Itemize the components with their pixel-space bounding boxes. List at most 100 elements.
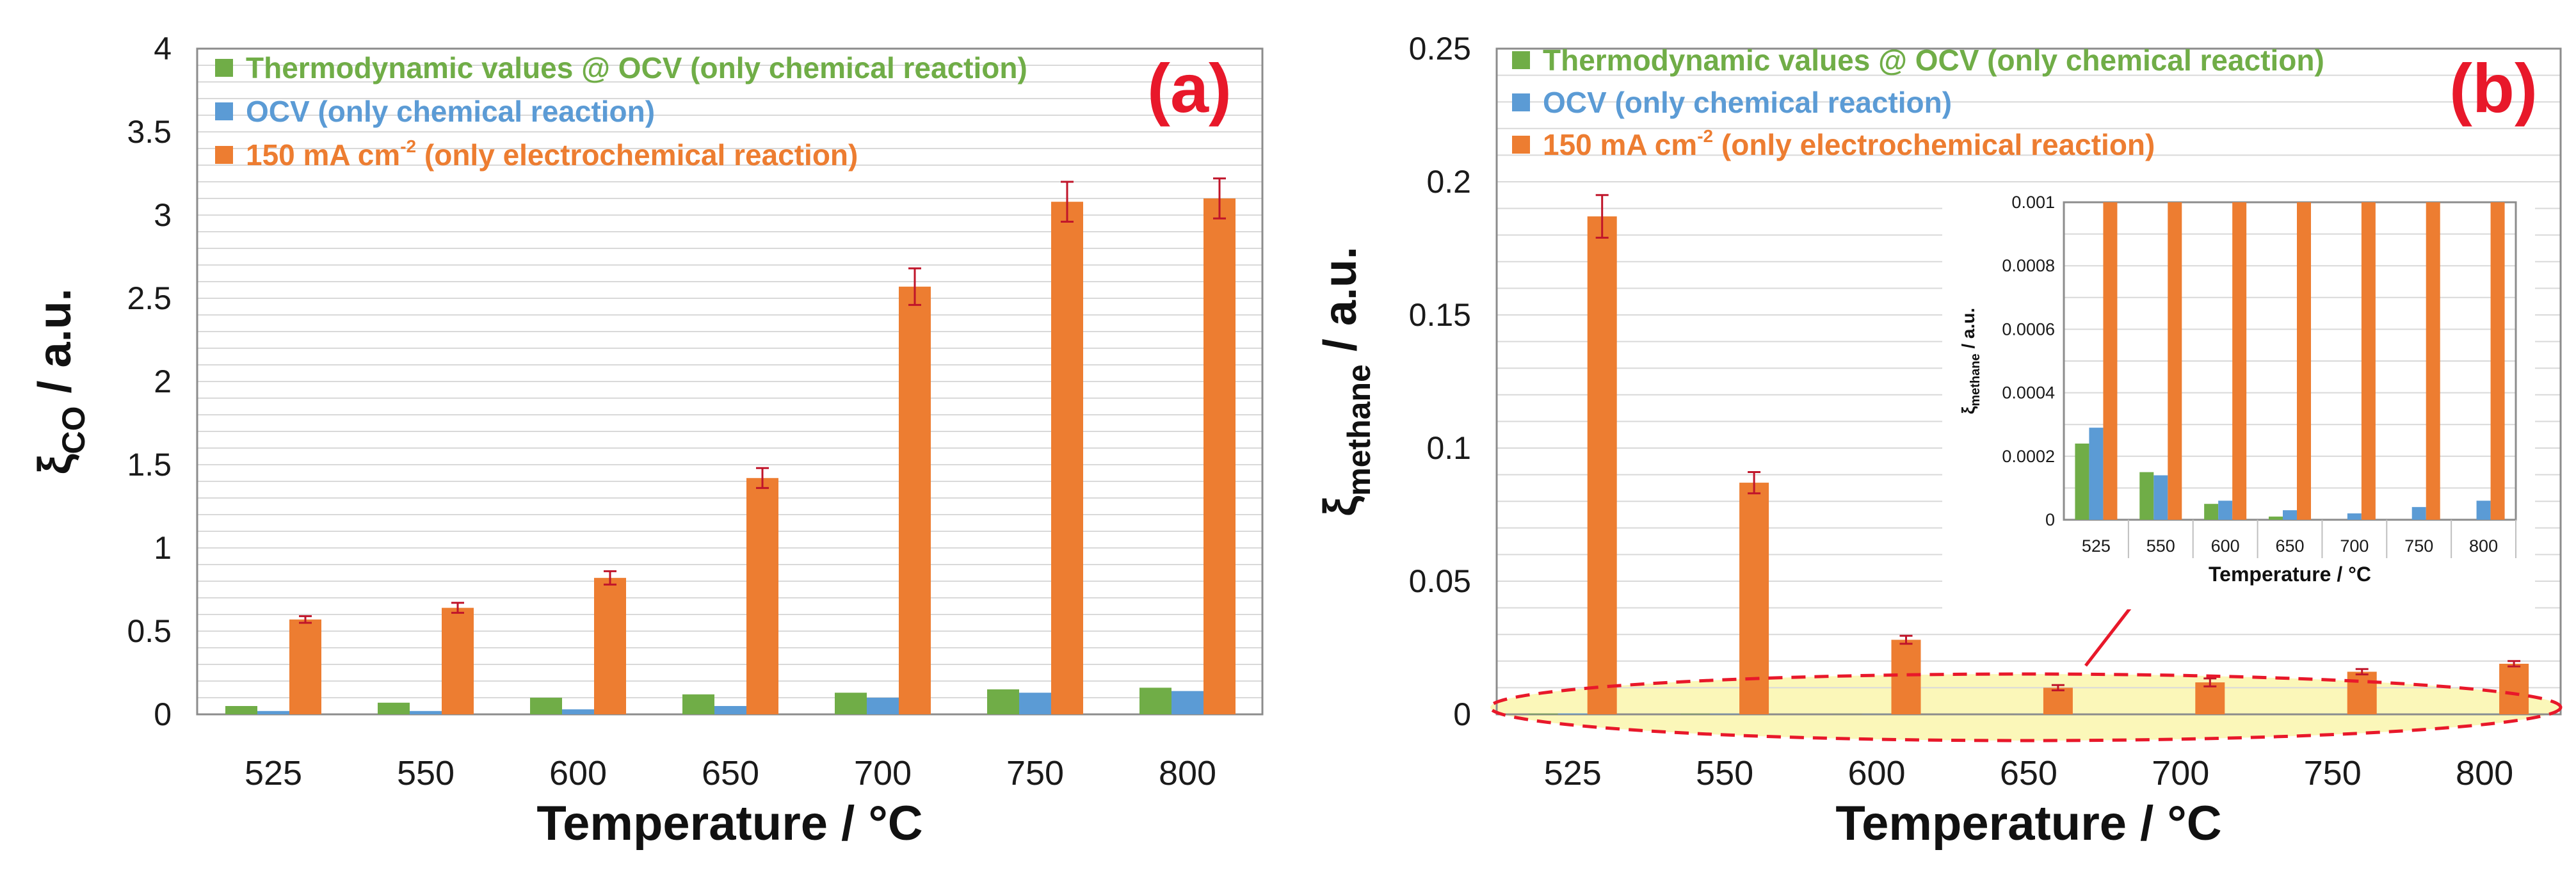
bar-current-700 <box>2195 682 2225 714</box>
x-tick-label: 525 <box>245 754 302 792</box>
inset-x-tick-label: 650 <box>2275 536 2304 556</box>
x-tick-label: 700 <box>854 754 912 792</box>
bar-ocv-800 <box>1171 691 1203 714</box>
bar-current-525 <box>289 619 321 714</box>
bar-current-525 <box>1587 216 1617 715</box>
chart-panel-a: 0 0.5 1 1.5 2 2.5 3 3.5 4 525 550 600 650 700 750 800 Te… <box>29 31 1264 851</box>
inset-bar-ocv-650 <box>2283 510 2297 520</box>
y-tick-label: 0 <box>1453 696 1471 732</box>
y-tick-label: 3 <box>154 197 172 233</box>
bar-thermo-800 <box>1139 687 1171 714</box>
y-axis-subscript: CO <box>56 406 92 454</box>
y-axis-title: ξCO / a.u. <box>29 288 92 474</box>
bar-current-750 <box>2347 671 2377 714</box>
bar-ocv-550 <box>410 710 442 714</box>
bar-thermo-525 <box>225 706 257 714</box>
inset-x-tick-label: 600 <box>2211 536 2240 556</box>
bar-current-800 <box>1203 198 1236 714</box>
bar-thermo-550 <box>378 702 410 714</box>
x-tick-label: 525 <box>1544 754 1602 792</box>
y-tick-label: 0.5 <box>127 613 172 649</box>
y-tick-label: 0 <box>154 696 172 732</box>
legend-swatch-ocv <box>1512 93 1530 111</box>
inset-bar-ocv-550 <box>2153 475 2168 520</box>
inset-x-tick-label: 550 <box>2146 536 2175 556</box>
x-tick-label: 550 <box>397 754 455 792</box>
inset-x-tick-label: 700 <box>2340 536 2369 556</box>
inset-bar-current-600 <box>2232 202 2247 520</box>
y-axis-subscript: methane <box>1341 364 1377 496</box>
bar-ocv-525 <box>257 710 289 714</box>
inset-y-tick-label: 0.0006 <box>2002 319 2055 339</box>
legend-label-current: 150 mA cm-2 (only electrochemical reacti… <box>1543 126 2155 161</box>
x-tick-label: 750 <box>1006 754 1064 792</box>
x-tick-label: 600 <box>1847 754 1905 792</box>
x-tick-label: 550 <box>1696 754 1753 792</box>
legend-swatch-thermo <box>215 59 233 77</box>
y-tick-label: 0.05 <box>1409 563 1471 599</box>
legend-label-ocv: OCV (only chemical reaction) <box>246 95 655 128</box>
inset-bar-ocv-700 <box>2347 513 2362 520</box>
bar-thermo-750 <box>987 689 1019 714</box>
y-tick-label: 2 <box>154 364 172 399</box>
inset-y-tick-label: 0.001 <box>2011 193 2055 212</box>
legend-label-ocv: OCV (only chemical reaction) <box>1543 86 1952 119</box>
bar-ocv-600 <box>562 709 594 714</box>
x-tick-label: 650 <box>2000 754 2057 792</box>
bar-thermo-700 <box>835 693 867 714</box>
bar-current-550 <box>442 607 474 714</box>
y-tick-label: 3.5 <box>127 114 172 150</box>
bar-current-800 <box>2499 663 2529 714</box>
y-tick-label: 1.5 <box>127 447 172 483</box>
inset-bar-thermo-600 <box>2204 504 2219 520</box>
inset-chart: 0 0.0002 0.0004 0.0006 0.0008 0.001 525 550 600 6… <box>1942 189 2535 609</box>
legend-label-thermo: Thermodynamic values @ OCV (only chemica… <box>246 51 1027 84</box>
inset-bar-ocv-800 <box>2476 501 2491 520</box>
bar-current-550 <box>1739 483 1769 714</box>
bar-thermo-650 <box>682 694 714 714</box>
inset-y-axis-title: ξmethane / a.u. <box>1958 308 1983 414</box>
bar-current-700 <box>899 286 931 714</box>
x-tick-label: 800 <box>2456 754 2513 792</box>
bar-current-650 <box>2043 687 2073 714</box>
inset-bar-current-750 <box>2426 202 2440 520</box>
y-axis-unit: / a.u. <box>1315 246 1366 364</box>
y-tick-label: 0.2 <box>1426 164 1471 200</box>
y-tick-label: 2.5 <box>127 280 172 316</box>
legend-label-current: 150 mA cm-2 (only electrochemical reacti… <box>246 136 858 172</box>
inset-bar-current-800 <box>2490 202 2505 520</box>
inset-bar-current-650 <box>2297 202 2311 520</box>
inset-y-tick-label: 0 <box>2045 510 2055 529</box>
y-axis-title: ξmethane / a.u. <box>1315 246 1377 517</box>
legend-swatch-current <box>1512 136 1530 154</box>
x-tick-label: 650 <box>702 754 759 792</box>
x-axis-title: Temperature / °C <box>1835 796 2221 851</box>
bar-current-600 <box>594 577 626 714</box>
inset-bar-current-525 <box>2103 202 2118 520</box>
x-tick-label: 600 <box>549 754 607 792</box>
x-axis-title: Temperature / °C <box>536 796 922 851</box>
x-tick-label: 750 <box>2304 754 2362 792</box>
y-tick-label: 0.25 <box>1409 31 1471 67</box>
inset-bar-ocv-750 <box>2411 507 2426 520</box>
bar-ocv-750 <box>1019 693 1051 714</box>
y-axis-symbol: ξ <box>29 454 81 475</box>
bar-current-650 <box>746 478 778 714</box>
inset-x-axis-title: Temperature / °C <box>2209 563 2371 586</box>
legend-swatch-current <box>215 146 233 164</box>
inset-bar-ocv-525 <box>2089 428 2104 520</box>
x-tick-label: 700 <box>2152 754 2209 792</box>
inset-y-tick-label: 0.0008 <box>2002 256 2055 275</box>
bar-current-750 <box>1051 202 1083 714</box>
y-tick-label: 1 <box>154 530 172 566</box>
inset-y-tick-label: 0.0002 <box>2002 447 2055 466</box>
y-tick-label: 4 <box>154 31 172 67</box>
bar-ocv-700 <box>867 698 899 714</box>
inset-bar-ocv-600 <box>2218 501 2233 520</box>
legend-swatch-ocv <box>215 102 233 120</box>
y-axis-symbol: ξ <box>1315 495 1366 517</box>
inset-bar-thermo-550 <box>2139 472 2154 520</box>
bar-ocv-650 <box>714 706 746 714</box>
x-tick-label: 800 <box>1159 754 1216 792</box>
